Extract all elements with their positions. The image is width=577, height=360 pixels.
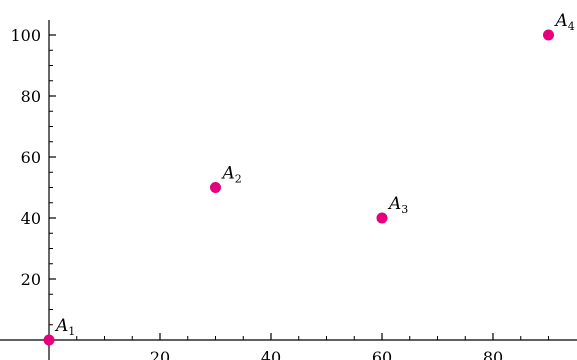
x-tick-label: 80 bbox=[483, 348, 503, 360]
x-tick-label: 20 bbox=[150, 348, 170, 360]
x-tick-label: 60 bbox=[372, 348, 392, 360]
data-point bbox=[543, 29, 554, 41]
ticks: 20 40 60 80 100 20 40 60 80 bbox=[10, 26, 549, 360]
data-point bbox=[43, 334, 55, 346]
data-point bbox=[376, 212, 388, 224]
data-point bbox=[210, 182, 221, 193]
point-label: A3 bbox=[387, 194, 408, 216]
y-tick-label: 80 bbox=[21, 87, 41, 106]
x-tick-label: 40 bbox=[261, 348, 281, 360]
y-tick-label: 40 bbox=[21, 209, 41, 228]
point-label: A2 bbox=[221, 164, 242, 186]
y-tick-label: 20 bbox=[21, 270, 41, 289]
data-points: A1 A2 A3 A4 bbox=[43, 11, 575, 346]
point-label: A4 bbox=[554, 11, 575, 33]
point-label: A1 bbox=[54, 316, 75, 338]
y-tick-label: 60 bbox=[21, 148, 41, 167]
y-tick-label: 100 bbox=[10, 26, 41, 45]
axes bbox=[0, 20, 577, 360]
